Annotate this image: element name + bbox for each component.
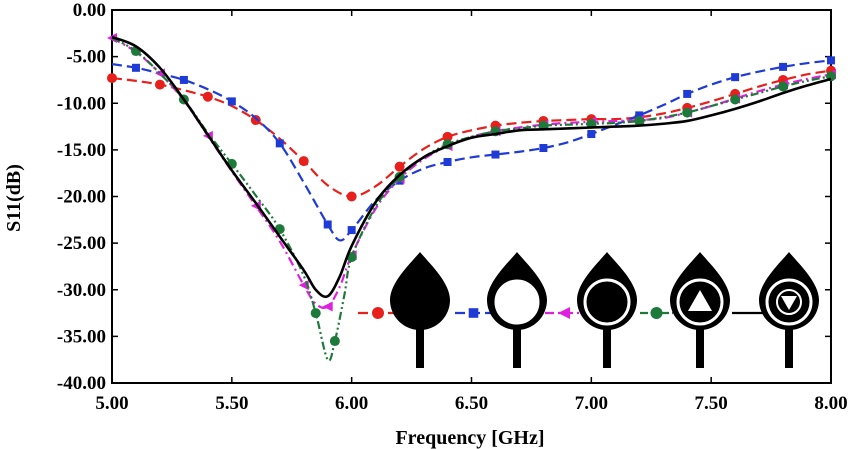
x-tick-label: 5.50: [215, 393, 248, 414]
y-tick-label: -30.00: [57, 280, 106, 301]
y-tick-label: -40.00: [57, 373, 106, 394]
y-tick-label: 0.00: [73, 0, 106, 21]
data-point: [682, 107, 693, 118]
data-point: [227, 97, 236, 106]
plot-area: [107, 32, 836, 362]
x-tick-label: 7.00: [575, 393, 608, 414]
data-point: [107, 73, 117, 84]
data-point: [558, 307, 570, 319]
data-point: [539, 144, 548, 153]
antenna-shape-icon: [487, 252, 547, 368]
data-point: [650, 307, 663, 319]
data-point: [779, 62, 788, 71]
legend-marker: [650, 307, 663, 319]
data-point: [442, 131, 453, 142]
data-point: [730, 94, 741, 105]
data-point: [778, 81, 789, 92]
data-point: [347, 226, 356, 235]
plot-frame: [111, 9, 832, 384]
x-tick-label: 8.00: [814, 393, 847, 414]
y-tick-label: -15.00: [57, 140, 106, 161]
data-point: [329, 336, 340, 347]
data-point: [394, 161, 405, 172]
data-point: [346, 191, 357, 202]
series-line: [111, 69, 832, 198]
data-point: [372, 307, 384, 319]
x-tick-label: 7.50: [695, 393, 728, 414]
antenna-shape-icon: [390, 252, 450, 368]
data-point: [635, 111, 644, 120]
data-point: [491, 150, 500, 159]
series-line: [111, 37, 832, 309]
data-point: [179, 75, 188, 84]
data-point: [683, 89, 692, 98]
data-point: [131, 63, 140, 72]
data-point: [468, 308, 479, 318]
data-point: [275, 139, 284, 148]
series-1: [107, 65, 836, 202]
x-tick-label: 6.50: [455, 393, 488, 414]
data-point: [298, 156, 309, 167]
data-point: [443, 157, 452, 166]
x-tick-label: 6.00: [335, 393, 368, 414]
legend-marker: [468, 308, 479, 318]
y-tick-label: -35.00: [57, 326, 106, 347]
y-tick-label: -5.00: [66, 47, 106, 68]
y-tick-label: -25.00: [57, 233, 106, 254]
y-tick-label: -20.00: [57, 187, 106, 208]
data-point: [634, 115, 645, 126]
data-point: [202, 91, 213, 102]
antenna-shape-icon: [577, 252, 637, 368]
x-tick-label: 5.00: [95, 393, 128, 414]
series-5: [111, 35, 832, 299]
series-line: [111, 37, 832, 362]
data-point: [250, 115, 261, 126]
series-line: [111, 35, 832, 299]
y-axis-title: S11(dB): [3, 164, 25, 232]
axes: 5.00 5.50 6.00 6.50 7.00 7.50 8.00 0.00 -5.00 -10…: [57, 0, 848, 414]
series-2: [111, 56, 835, 242]
series-3: [107, 32, 836, 312]
data-point: [322, 301, 333, 312]
data-point: [310, 308, 321, 319]
data-point: [731, 73, 740, 82]
y-tick-label: -10.00: [57, 93, 106, 114]
data-point: [587, 130, 596, 139]
data-point: [154, 79, 165, 90]
data-point: [827, 56, 835, 65]
legend: [358, 252, 819, 368]
antenna-shape-icon: [759, 252, 819, 368]
legend-marker: [558, 307, 570, 319]
x-axis-title: Frequency [GHz]: [395, 427, 544, 449]
series-line: [111, 59, 832, 242]
legend-marker: [372, 307, 384, 319]
antenna-shape-icon: [670, 252, 730, 368]
data-point: [323, 220, 332, 229]
series-4: [111, 37, 836, 362]
